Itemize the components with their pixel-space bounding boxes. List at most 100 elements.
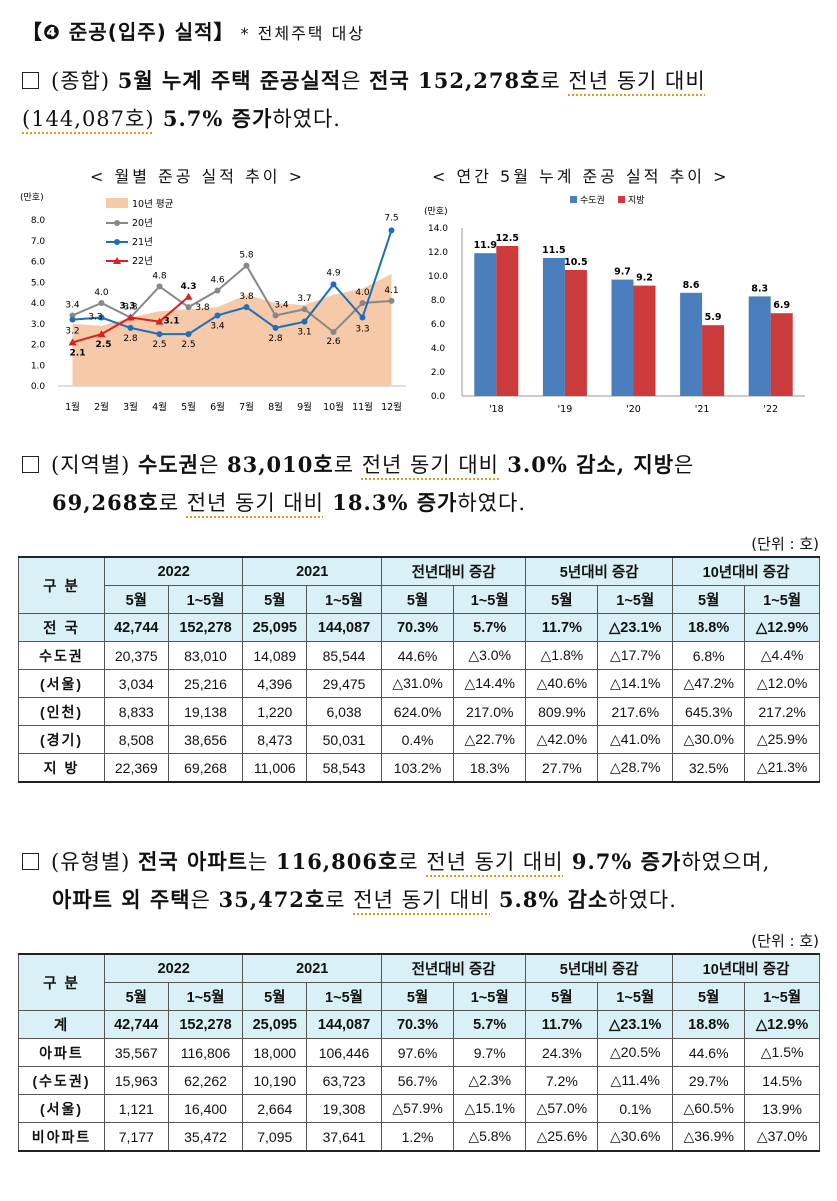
summary-paragraph: (종합) 5월 누계 주택 준공실적은 전국 152,278호로 전년 동기 대… <box>22 62 822 138</box>
y-tick-label: 8.0 <box>31 216 46 226</box>
data-point <box>214 287 221 294</box>
table-cell: △15.1% <box>453 1094 527 1123</box>
bar <box>564 270 587 396</box>
table-cell: 10,190 <box>242 1066 308 1095</box>
row-label: 계 <box>18 1010 105 1039</box>
y-tick-label: 6.0 <box>431 320 446 330</box>
y-unit-label: (만호) <box>424 206 448 217</box>
table-cell: 217.2% <box>744 697 820 726</box>
bar <box>633 285 656 396</box>
table-cell: 14.5% <box>744 1066 820 1095</box>
table-cell: 217.6% <box>597 697 674 726</box>
subheader-cum: 1~5월 <box>167 982 244 1011</box>
x-tick-label: 1월 <box>65 401 80 413</box>
para-text: 은 <box>199 453 228 477</box>
table-cell: △22.7% <box>453 725 527 754</box>
row-label: (서울) <box>18 669 105 698</box>
section-title-text: 【❹ 준공(입주) 실적】 <box>22 20 235 44</box>
subheader-may: 5월 <box>380 585 455 614</box>
data-point <box>184 292 193 300</box>
table-cell: 32.5% <box>672 753 746 783</box>
table-row: (경기) 8,508 38,656 8,473 50,031 0.4% △22.7% △42.… <box>18 725 820 754</box>
table-cell: 103.2% <box>380 753 455 783</box>
para-text: 83,010호 <box>227 452 334 477</box>
table-cell: △12.0% <box>744 669 820 698</box>
header-yoy: 전년대비 증감 <box>380 953 527 983</box>
data-label: 5.8 <box>239 251 254 261</box>
x-tick-label: 12월 <box>381 401 402 413</box>
table-cell: △14.1% <box>597 669 674 698</box>
data-label: 2.5 <box>152 340 166 350</box>
data-point <box>272 324 279 331</box>
x-tick-label: '20 <box>626 404 641 415</box>
para-text: 은 <box>674 453 695 477</box>
para-tag: (지역별) <box>51 453 131 477</box>
para-text: 은 <box>341 69 370 93</box>
data-point <box>272 312 279 319</box>
y-tick-label: 2.0 <box>431 368 446 378</box>
table-cell: 0.1% <box>597 1094 674 1123</box>
table-cell: △21.3% <box>744 753 820 783</box>
x-tick-label: 6월 <box>210 401 225 413</box>
data-point <box>98 300 105 306</box>
row-label: 전 국 <box>18 613 105 642</box>
table-cell: △47.2% <box>672 669 746 698</box>
table-cell: △2.3% <box>453 1066 527 1095</box>
subheader-cum: 1~5월 <box>453 585 527 614</box>
table-cell: 29,475 <box>306 669 382 698</box>
table-cell: 0.4% <box>380 725 455 754</box>
y-tick-label: 5.0 <box>31 278 46 288</box>
table-row: 수도권 20,375 83,010 14,089 85,544 44.6% △3.0% △1.… <box>18 641 820 670</box>
table-row: (인천) 8,833 19,138 1,220 6,038 624.0% 217.0% 809… <box>18 697 820 726</box>
y-tick-label: 8.0 <box>431 296 446 306</box>
data-label: 2.5 <box>181 340 195 350</box>
para-text: 로 <box>398 850 427 874</box>
data-label: 6.9 <box>773 300 790 311</box>
para-text: 5.8% 감소 <box>490 887 609 912</box>
table-cell: △28.7% <box>597 753 674 783</box>
para-text: 지방 <box>625 452 675 477</box>
para-text: 하였다. <box>272 107 341 131</box>
para-text: 9.7% 증가 <box>563 849 682 874</box>
table-cell: 22,369 <box>104 753 169 783</box>
table-row: (서울) 3,034 25,216 4,396 29,475 △31.0% △14.4% △4… <box>18 669 820 698</box>
table-cell: △31.0% <box>380 669 455 698</box>
para-text: 18.3% 증가 <box>323 490 458 515</box>
data-label: 3.1 <box>164 317 180 327</box>
data-point <box>185 331 192 338</box>
table-cell: △36.9% <box>672 1122 746 1152</box>
table-cell: △12.9% <box>744 1010 820 1039</box>
monthly-completion-chart: (만호) 0.0 1.0 2.0 3.0 4.0 5.0 6.0 7.0 8.0 1월 2월 3월 4월 5… <box>20 192 406 413</box>
bar <box>611 279 634 396</box>
table-cell: 63,723 <box>306 1066 382 1095</box>
checkbox-square-icon <box>22 853 39 870</box>
data-label: 3.2 <box>65 327 79 337</box>
subheader-row: 5월 1~5월 5월 1~5월 5월 1~5월 5월 1~5월 5월 1~5월 <box>19 982 820 1011</box>
data-label: 3.4 <box>210 321 225 331</box>
subheader-may: 5월 <box>104 982 169 1011</box>
subheader-cum: 1~5월 <box>597 982 674 1011</box>
regional-paragraph: (지역별) 수도권은 83,010호로 전년 동기 대비 3.0% 감소, 지방… <box>22 446 822 522</box>
table-cell: 6,038 <box>306 697 382 726</box>
table-cell: 25,095 <box>242 1010 308 1039</box>
data-label: 2.6 <box>326 337 341 347</box>
data-label: 11.5 <box>542 245 565 256</box>
legend-swatch <box>106 198 128 208</box>
para-text: 로 <box>325 888 354 912</box>
table-cell: △5.8% <box>453 1122 527 1152</box>
data-point <box>156 283 163 290</box>
data-label: 4.1 <box>384 286 398 296</box>
para-tag: (유형별) <box>51 850 131 874</box>
table-cell: 6.8% <box>672 641 746 670</box>
table-cell: △17.7% <box>597 641 674 670</box>
subheader-may: 5월 <box>672 585 746 614</box>
table-cell: 624.0% <box>380 697 455 726</box>
table-row: 지 방 22,369 69,268 11,006 58,543 103.2% 18.3% 27… <box>18 753 820 783</box>
para-text: 로 <box>540 69 569 93</box>
y-tick-label: 14.0 <box>428 224 448 234</box>
data-point <box>243 262 250 269</box>
table-cell: 217.0% <box>453 697 527 726</box>
para-text: 3.0% 감소, <box>499 452 626 477</box>
subheader-may: 5월 <box>525 585 599 614</box>
table-cell: △57.0% <box>525 1094 599 1123</box>
